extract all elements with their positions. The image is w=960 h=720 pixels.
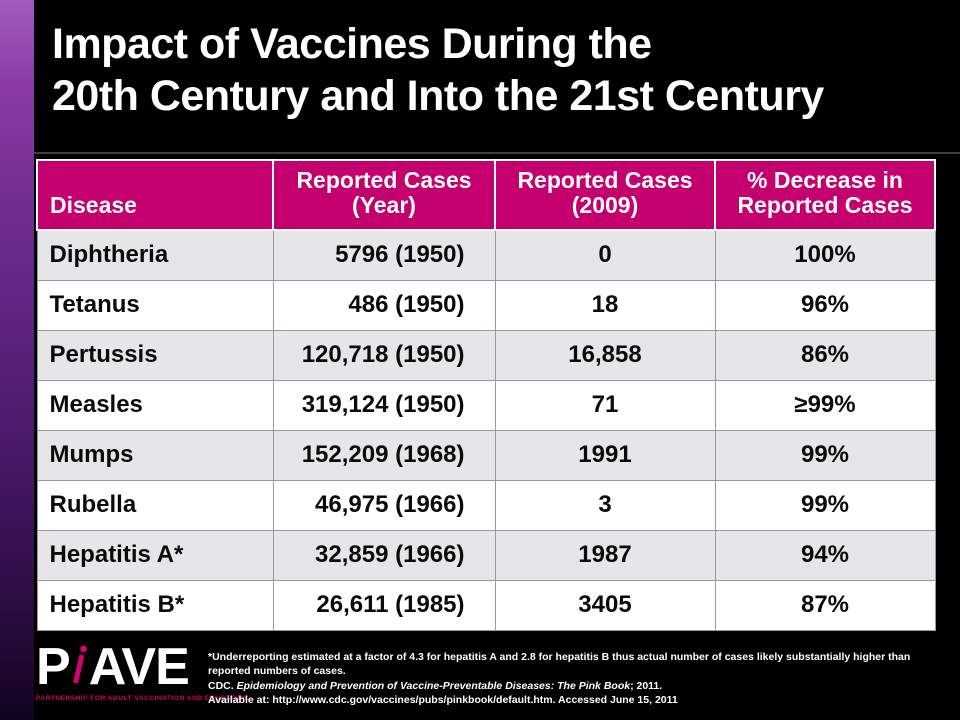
reported-cases-2009-cell: 1991: [494, 429, 716, 481]
citation-book-title: Epidemiology and Prevention of Vaccine-P…: [236, 679, 631, 692]
reported-cases-2009-cell: 18: [494, 279, 716, 331]
column-header-disease: Disease: [36, 159, 274, 231]
pave-logo: P AVE PARTNERSHIP FOR ADULT VACCINATION …: [36, 638, 249, 703]
reported-cases-year-cell: 26,611 (1985): [272, 579, 496, 631]
footnote-block: *Underreporting estimated at a factor of…: [208, 650, 934, 708]
table-row: Hepatitis B* 26,611 (1985) 3405 87%: [36, 579, 936, 631]
table-row: Measles 319,124 (1950) 71 ≥99%: [36, 379, 936, 431]
title-separator: [34, 152, 960, 154]
percent-decrease-cell: 99%: [714, 429, 936, 481]
table-row: Diphtheria 5796 (1950) 0 100%: [36, 229, 936, 281]
title-line-1: Impact of Vaccines During the: [52, 20, 652, 68]
pave-logo-text: P AVE: [36, 638, 204, 696]
slide-footer: P AVE PARTNERSHIP FOR ADULT VACCINATION …: [36, 640, 936, 716]
reported-cases-2009-cell: 3405: [494, 579, 716, 631]
disease-cell: Hepatitis B*: [36, 579, 274, 631]
title-line-2: 20th Century and Into the 21st Century: [52, 72, 824, 121]
percent-decrease-cell: 94%: [714, 529, 936, 581]
purple-accent-bar: [0, 0, 34, 720]
footnote-underreporting: *Underreporting estimated at a factor of…: [208, 651, 911, 678]
reported-cases-2009-cell: 1987: [494, 529, 716, 581]
slide-title: Impact of Vaccines During the 20th Centu…: [52, 18, 942, 123]
citation-prefix: CDC.: [208, 679, 237, 692]
column-header-percent-decrease: % Decrease in Reported Cases: [714, 159, 936, 231]
percent-decrease-cell: 96%: [714, 279, 936, 331]
percent-decrease-cell: ≥99%: [714, 379, 936, 431]
reported-cases-year-cell: 486 (1950): [272, 279, 496, 331]
reported-cases-year-cell: 319,124 (1950): [272, 379, 496, 431]
reported-cases-2009-cell: 0: [494, 229, 716, 281]
reported-cases-year-cell: 152,209 (1968): [272, 429, 496, 481]
reported-cases-2009-cell: 16,858: [494, 329, 716, 381]
disease-cell: Diphtheria: [36, 229, 274, 281]
citation-suffix: ; 2011.: [630, 679, 663, 692]
reported-cases-2009-cell: 3: [494, 479, 716, 531]
disease-cell: Tetanus: [36, 279, 274, 331]
percent-decrease-cell: 86%: [714, 329, 936, 381]
pave-logo-tagline: PARTNERSHIP FOR ADULT VACCINATION AND ED…: [36, 695, 249, 703]
pave-logo-letter-p: P: [36, 638, 71, 696]
disease-cell: Mumps: [36, 429, 274, 481]
pave-logo-letters-ave: AVE: [88, 638, 190, 696]
disease-cell: Measles: [36, 379, 274, 431]
table-row: Pertussis 120,718 (1950) 16,858 86%: [36, 329, 936, 381]
disease-cell: Pertussis: [36, 329, 274, 381]
reported-cases-year-cell: 120,718 (1950): [272, 329, 496, 381]
reported-cases-year-cell: 32,859 (1966): [272, 529, 496, 581]
reported-cases-year-cell: 46,975 (1966): [272, 479, 496, 531]
disease-cell: Hepatitis A*: [36, 529, 274, 581]
reported-cases-2009-cell: 71: [494, 379, 716, 431]
percent-decrease-cell: 87%: [714, 579, 936, 631]
footnote-url: Available at: http://www.cdc.gov/vaccine…: [208, 694, 678, 707]
table-header-row: Disease Reported Cases (Year) Reported C…: [36, 159, 936, 231]
column-header-reported-cases-2009: Reported Cases (2009): [494, 159, 716, 231]
table-row: Tetanus 486 (1950) 18 96%: [36, 279, 936, 331]
syringe-accent-icon: [71, 642, 88, 694]
disease-cell: Rubella: [36, 479, 274, 531]
table-row: Mumps 152,209 (1968) 1991 99%: [36, 429, 936, 481]
vaccine-impact-table: Disease Reported Cases (Year) Reported C…: [36, 159, 936, 631]
percent-decrease-cell: 100%: [714, 229, 936, 281]
table-row: Rubella 46,975 (1966) 3 99%: [36, 479, 936, 531]
footnote-citation: CDC. Epidemiology and Prevention of Vacc…: [208, 679, 934, 693]
percent-decrease-cell: 99%: [714, 479, 936, 531]
reported-cases-year-cell: 5796 (1950): [272, 229, 496, 281]
table-row: Hepatitis A* 32,859 (1966) 1987 94%: [36, 529, 936, 581]
column-header-reported-cases-year: Reported Cases (Year): [272, 159, 496, 231]
